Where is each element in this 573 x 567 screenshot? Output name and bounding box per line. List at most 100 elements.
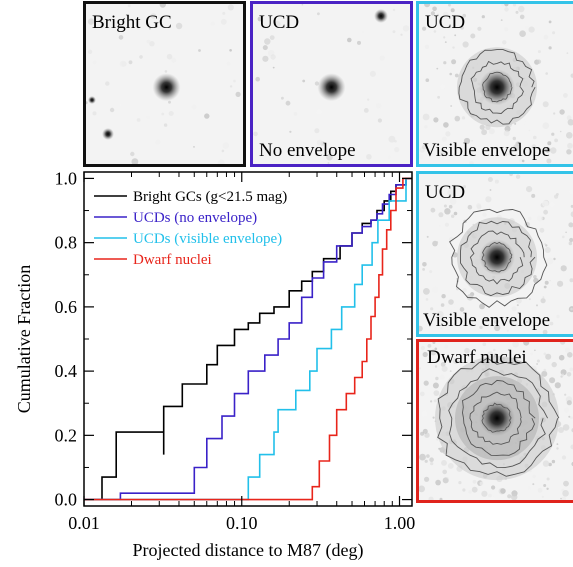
background-noise <box>566 132 573 139</box>
background-noise <box>440 303 445 307</box>
background-noise <box>314 128 320 134</box>
background-noise <box>541 495 544 498</box>
background-noise <box>487 177 493 182</box>
background-noise <box>566 115 572 121</box>
background-noise <box>86 101 88 105</box>
background-noise <box>423 288 430 295</box>
background-noise <box>507 346 514 353</box>
background-noise <box>488 128 495 135</box>
background-noise <box>441 365 448 372</box>
background-noise <box>130 151 135 157</box>
background-noise <box>420 345 425 351</box>
background-noise <box>562 424 570 431</box>
background-noise <box>503 130 510 137</box>
background-noise <box>570 444 573 450</box>
background-noise <box>262 55 269 62</box>
ucd-no-envelope-image <box>253 4 410 164</box>
background-noise <box>547 272 550 276</box>
background-noise <box>454 34 457 37</box>
background-noise <box>479 481 484 486</box>
background-noise <box>429 32 432 34</box>
background-noise <box>472 479 477 484</box>
background-noise <box>567 142 573 149</box>
background-noise <box>521 159 525 163</box>
background-noise <box>542 460 550 467</box>
background-noise <box>562 235 565 239</box>
legend: Bright GCs (g<21.5 mag) UCDs (no envelope… <box>94 189 287 268</box>
background-noise <box>558 427 564 433</box>
panel-bottom-label: Visible envelope <box>423 310 551 331</box>
background-noise <box>459 307 465 312</box>
background-noise <box>441 136 447 142</box>
background-noise <box>454 115 461 122</box>
background-noise <box>461 116 466 120</box>
background-noise <box>567 352 573 358</box>
background-noise <box>481 129 487 136</box>
background-noise <box>528 26 535 33</box>
background-noise <box>509 174 513 177</box>
background-noise <box>454 73 459 78</box>
series-line-4 <box>84 177 412 501</box>
background-noise <box>549 321 554 326</box>
legend-label: UCDs (no envelope) <box>133 210 257 226</box>
background-noise <box>446 243 452 249</box>
isophote-contour <box>469 391 522 445</box>
background-noise <box>493 319 499 325</box>
background-noise <box>432 416 435 419</box>
background-noise <box>561 373 565 377</box>
background-noise <box>537 50 541 54</box>
background-noise <box>528 129 531 132</box>
background-noise <box>500 488 506 494</box>
x-tick-label: 0.10 <box>226 513 258 533</box>
y-tick-label: 0.4 <box>55 361 78 381</box>
background-noise <box>441 460 447 466</box>
background-noise <box>229 49 232 52</box>
background-noise <box>477 26 482 31</box>
background-noise <box>439 374 445 380</box>
background-noise <box>289 148 292 150</box>
ucd-visible-envelope-image-1 <box>419 4 573 164</box>
background-noise <box>388 155 392 159</box>
background-noise <box>163 123 168 127</box>
background-noise <box>511 306 517 312</box>
background-noise <box>537 487 543 493</box>
background-noise <box>379 55 385 61</box>
background-noise <box>468 490 472 494</box>
background-noise <box>568 241 573 246</box>
background-noise <box>528 298 531 301</box>
background-noise <box>293 112 298 116</box>
background-noise <box>419 367 421 370</box>
background-noise <box>549 377 556 384</box>
background-noise <box>419 453 426 461</box>
background-noise <box>426 235 429 238</box>
background-noise <box>447 463 454 469</box>
background-noise <box>444 344 448 349</box>
background-noise <box>479 124 485 130</box>
neighbor-source <box>88 96 96 104</box>
background-noise <box>504 27 509 32</box>
x-axis-title: Projected distance to M87 (deg) <box>133 540 364 561</box>
background-noise <box>166 53 173 60</box>
panel-top-label: UCD <box>259 12 300 33</box>
background-noise <box>204 113 210 119</box>
background-noise <box>512 342 519 348</box>
background-noise <box>451 59 457 65</box>
panel-top-label: Dwarf nuclei <box>427 347 527 368</box>
neighbor-source <box>102 128 114 140</box>
background-noise <box>447 189 454 196</box>
background-noise <box>544 147 551 153</box>
background-noise <box>424 476 430 482</box>
background-noise <box>532 474 536 479</box>
background-noise <box>430 462 434 466</box>
background-noise <box>569 367 573 372</box>
background-noise <box>441 294 446 299</box>
background-noise <box>419 153 424 159</box>
background-noise <box>220 18 227 25</box>
source-core <box>152 73 181 102</box>
x-tick-label: 0.01 <box>68 513 100 533</box>
background-noise <box>556 443 559 445</box>
background-noise <box>191 104 197 110</box>
background-noise <box>560 497 562 500</box>
background-noise <box>460 25 464 30</box>
